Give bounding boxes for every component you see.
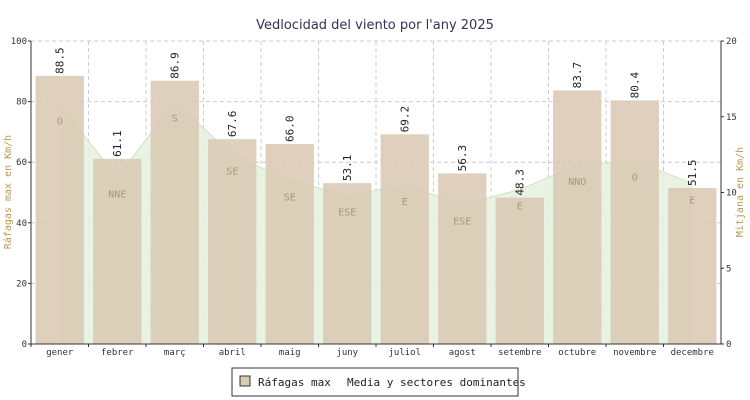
sector-label: S xyxy=(172,114,178,125)
bar-abril xyxy=(208,139,257,344)
y-axis-label: Ráfagas max en Km/h xyxy=(2,135,14,249)
bar-agost xyxy=(438,173,487,344)
x-tick-label: novembre xyxy=(613,348,656,358)
bar-value-label: 48.3 xyxy=(514,169,527,196)
bar-value-label: 51.5 xyxy=(686,159,699,186)
sector-label: NNE xyxy=(108,189,126,200)
sector-label: E xyxy=(689,195,695,206)
y2-tick-label: 10 xyxy=(726,189,737,199)
bar-juliol xyxy=(380,134,429,344)
bar-value-label: 69.2 xyxy=(399,106,412,133)
sector-label: NNO xyxy=(568,177,586,188)
x-tick-label: juny xyxy=(336,348,358,358)
bar-value-label: 66.0 xyxy=(284,116,297,143)
sector-label: SE xyxy=(284,192,296,203)
x-tick-label: abril xyxy=(219,348,246,358)
chart-title: Vedlocidad del viento por l'any 2025 xyxy=(256,18,494,33)
y2-tick-label: 20 xyxy=(726,37,737,47)
bar-decembre xyxy=(668,187,717,344)
bar-octubre xyxy=(553,90,602,344)
bar-value-label: 61.1 xyxy=(111,130,124,157)
x-tick-label: juliol xyxy=(388,348,421,358)
legend-swatch-bars xyxy=(239,375,251,387)
axes: 0 20 40 60 80 100 0 5 10 15 20 gener febrer març abril… xyxy=(11,37,737,358)
y-tick-label: 60 xyxy=(16,158,27,168)
bar-setembre xyxy=(495,197,544,344)
legend-box xyxy=(231,367,519,397)
x-tick-label: gener xyxy=(46,348,74,358)
y2-tick-label: 15 xyxy=(726,113,737,123)
legend: Ráfagas max Media y sectores dominantes xyxy=(231,367,526,397)
y-tick-label: 80 xyxy=(16,98,27,108)
bar-value-label: 80.4 xyxy=(629,72,642,99)
x-tick-label: maig xyxy=(279,348,301,358)
x-tick-label: octubre xyxy=(558,348,596,358)
legend-label-bars: Ráfagas max xyxy=(258,376,331,389)
y-tick-label: 20 xyxy=(16,279,27,289)
bar-value-label: 67.6 xyxy=(226,111,239,138)
x-tick-label: setembre xyxy=(498,348,541,358)
y2-tick-label: 5 xyxy=(726,264,731,274)
y2-axis-label: Mitjana en Km/h xyxy=(735,147,746,237)
x-tick-label: agost xyxy=(449,348,476,358)
bar-febrer xyxy=(93,158,142,344)
bar-value-labels-layer: 88.5 61.1 86.9 67.6 66.0 53.1 69.2 56.3 48.3 83.7… xyxy=(54,47,700,195)
sector-label: ESE xyxy=(338,208,356,219)
bar-value-label: 53.1 xyxy=(341,155,354,182)
bar-value-label: 88.5 xyxy=(54,47,67,74)
bar-value-label: 86.9 xyxy=(169,52,182,79)
sector-labels-layer: O NNE S SE SE ESE E ESE E NNO O E xyxy=(57,114,696,228)
bar-gener xyxy=(35,75,84,344)
legend-label-mean: Media y sectores dominantes xyxy=(347,376,526,389)
sector-label: O xyxy=(57,117,63,128)
sector-label: SE xyxy=(226,167,238,178)
sector-label: E xyxy=(517,201,523,212)
x-tick-label: decembre xyxy=(671,348,714,358)
y-tick-label: 0 xyxy=(22,340,27,350)
y-tick-label: 40 xyxy=(16,219,27,229)
bar-juny xyxy=(323,183,372,344)
bar-value-label: 56.3 xyxy=(456,145,469,172)
y2-tick-label: 0 xyxy=(726,340,731,350)
bar-novembre xyxy=(610,100,659,344)
bar-value-label: 83.7 xyxy=(571,62,584,89)
x-tick-label: febrer xyxy=(101,348,134,358)
sector-label: O xyxy=(632,173,638,184)
sector-label: E xyxy=(402,197,408,208)
bar-layer xyxy=(35,75,717,345)
x-tick-label: març xyxy=(164,348,186,358)
bar-març xyxy=(150,80,199,345)
sector-label: ESE xyxy=(453,217,471,228)
y-tick-label: 100 xyxy=(11,37,27,47)
bar-maig xyxy=(265,144,314,344)
